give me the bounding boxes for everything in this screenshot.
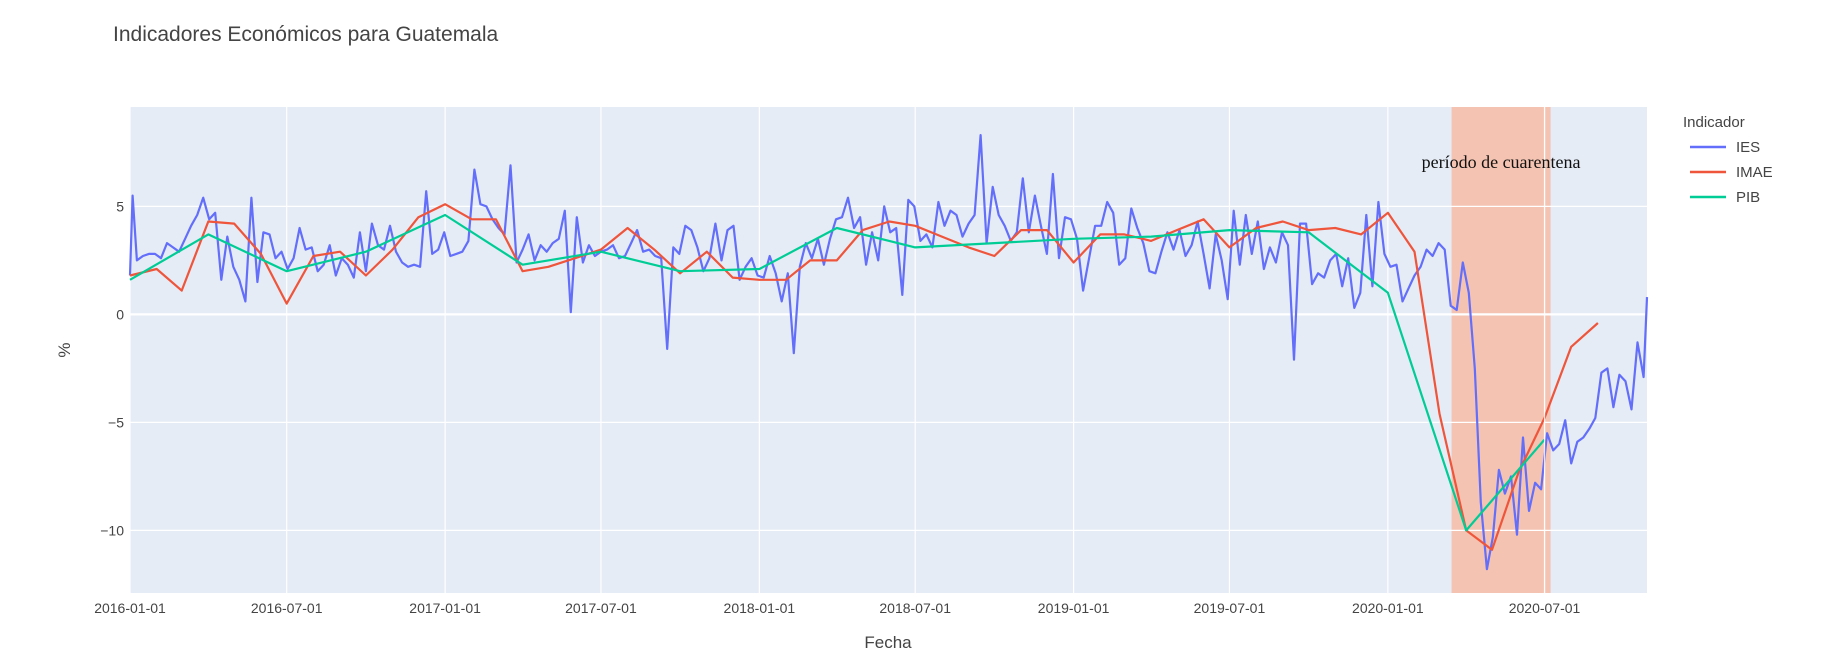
- annotation-layer: período de cuarentena: [1422, 107, 1581, 593]
- series-line-imae: [129, 203, 1599, 551]
- legend-title: Indicador: [1683, 114, 1745, 131]
- x-tick-label: 2016-01-01: [94, 600, 166, 616]
- legend-label-ies: IES: [1736, 139, 1760, 156]
- x-tick-label: 2019-01-01: [1038, 600, 1110, 616]
- x-tick-label: 2018-01-01: [724, 600, 796, 616]
- chart-title: Indicadores Económicos para Guatemala: [113, 23, 499, 46]
- tick-label-layer: 2016-01-01 2016-07-01 2017-01-01 2017-07-01…: [94, 198, 1580, 616]
- legend-label-pib: PIB: [1736, 189, 1760, 206]
- series-layer: [128, 134, 1649, 571]
- legend-label-imae: IMAE: [1736, 164, 1773, 181]
- y-tick-label: −10: [100, 522, 124, 538]
- x-tick-label: 2019-07-01: [1194, 600, 1266, 616]
- legend: Indicador IES IMAE PIB: [1683, 114, 1773, 206]
- y-tick-label: 0: [116, 306, 124, 322]
- x-axis-title: Fecha: [864, 633, 912, 652]
- y-tick-label: 5: [116, 198, 124, 214]
- x-tick-label: 2017-01-01: [409, 600, 481, 616]
- x-tick-label: 2016-07-01: [251, 600, 323, 616]
- x-tick-label: 2017-07-01: [565, 600, 637, 616]
- quarantine-band-layer: [1451, 107, 1551, 593]
- x-tick-label: 2020-01-01: [1352, 600, 1424, 616]
- y-axis-title: %: [55, 342, 74, 357]
- quarantine-annotation: período de cuarentena: [1422, 152, 1581, 172]
- x-tick-label: 2020-07-01: [1509, 600, 1581, 616]
- plot-area: [130, 107, 1647, 593]
- series-line-pib: [129, 213, 1546, 532]
- quarantine-band: [1451, 107, 1551, 593]
- y-tick-label: −5: [108, 414, 124, 430]
- x-tick-label: 2018-07-01: [879, 600, 951, 616]
